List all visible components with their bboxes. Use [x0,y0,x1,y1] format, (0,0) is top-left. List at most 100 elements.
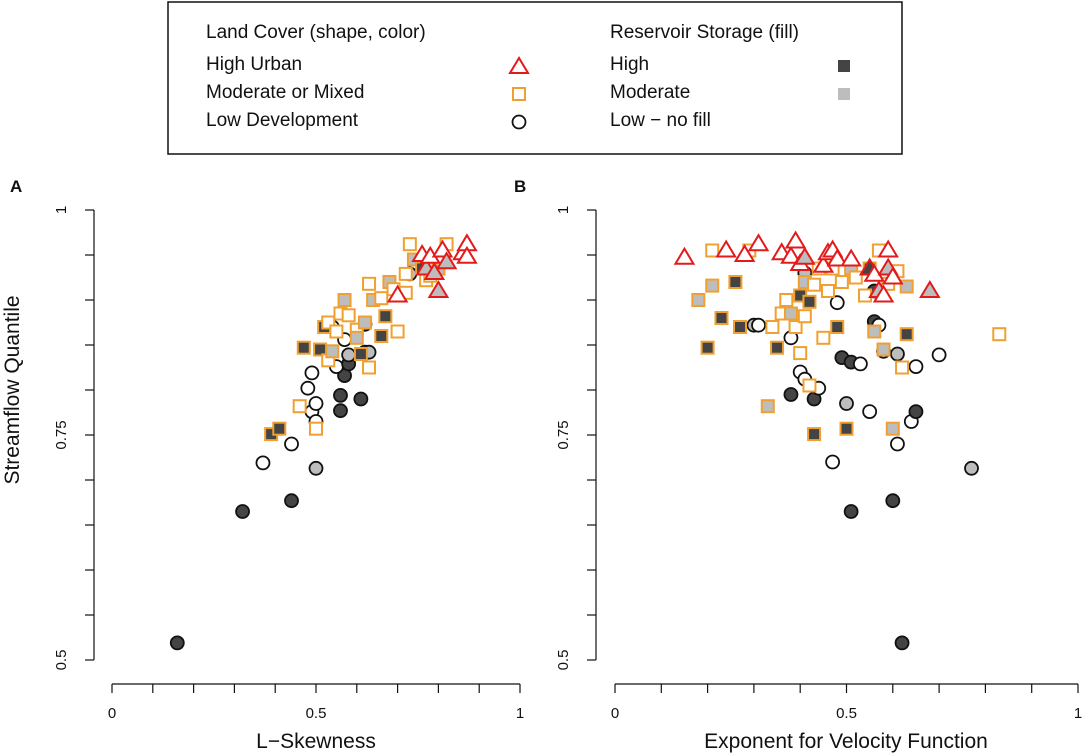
data-point-square [325,344,340,359]
data-point-square [292,399,307,414]
data-point-square [885,421,900,436]
data-point-circle [341,347,357,363]
panel-a-x-ticks: 0 0.5 1 [108,684,524,722]
data-point-circle [304,365,320,381]
data-point-square [839,421,854,436]
data-point-circle [843,504,859,519]
y-tick-label: 0.5 [53,650,70,671]
data-point-triangle [747,233,770,252]
data-point-circle [890,346,905,362]
data-point-square [834,275,849,289]
data-point-square [899,327,914,342]
data-point-triangle [456,245,478,264]
x-tick-label: 0 [611,705,619,722]
data-point-circle [284,493,299,509]
data-point-triangle [435,251,458,270]
data-point-triangle [872,284,895,303]
data-point-square [802,294,817,309]
legend-reservoir-title: Reservoir Storage (fill) [610,22,799,43]
data-point-circle [284,436,299,452]
data-point-square [398,266,413,281]
data-point-circle [908,404,924,420]
data-point-square [349,330,364,345]
data-point-circle [353,391,369,407]
data-point-square [337,293,352,307]
data-point-square [807,277,822,292]
y-tick-label: 1 [555,206,572,214]
legend-label-moderate: Moderate [610,82,690,103]
legend-triangle-icon [508,56,530,74]
data-point-circle [890,436,905,452]
y-tick-label: 0.75 [555,420,572,449]
data-point-triangle [423,262,446,280]
x-tick-label: 0 [108,705,116,722]
x-tick-label: 0.5 [306,705,327,722]
data-point-circle [333,403,348,419]
x-tick-label: 1 [1074,705,1082,722]
data-point-square [705,243,720,258]
data-point-circle [308,460,324,476]
data-point-circle [255,455,271,471]
data-point-circle [964,460,979,476]
panel-b-x-ticks: 0 0.5 1 [611,684,1082,722]
data-point-square [793,346,808,361]
y-tick-label: 0.5 [555,650,572,671]
data-point-square [341,308,356,323]
legend-circle-icon [511,114,527,130]
data-point-square [765,320,780,334]
panel-b-points [673,230,1007,651]
legend-label-low-development: Low Development [206,110,359,131]
data-point-circle [783,387,799,402]
legend-label-moderate-mixed: Moderate or Mixed [206,82,364,103]
data-point-square [357,315,372,330]
data-point-square [807,427,822,442]
data-point-triangle [840,248,862,267]
legend-fill-high-icon [838,60,850,72]
data-point-square [309,421,323,436]
data-point-square [362,360,377,375]
legend: Land Cover (shape, color) High Urban Mod… [167,1,903,155]
data-point-triangle [784,230,807,249]
x-tick-label: 1 [516,705,524,722]
data-point-square [797,309,812,324]
y-tick-label: 0.75 [53,420,70,449]
data-point-circle [852,356,868,372]
data-point-circle [931,347,947,363]
data-point-square [779,293,794,307]
data-point-square [895,360,910,375]
data-point-square [830,320,845,334]
panel-a-y-title: Streamflow Quantile [1,295,24,484]
data-point-square [733,320,748,334]
data-point-circle [169,635,185,651]
data-point-circle [751,317,766,333]
data-point-square [296,340,311,355]
data-point-circle [308,396,324,411]
data-point-square [390,324,405,339]
panel-a-x-title: L−Skewness [256,730,376,753]
data-point-square [788,320,803,334]
data-point-square [374,329,389,343]
data-point-square [820,284,835,298]
data-point-square [728,275,743,289]
data-point-square [329,324,344,339]
data-point-triangle [780,245,802,264]
data-point-triangle [877,239,899,258]
data-point-circle [839,396,854,411]
data-point-square [783,306,798,321]
data-point-circle [894,635,910,651]
data-point-square [714,311,729,325]
y-tick-label: 1 [53,206,70,214]
data-point-triangle [882,266,904,285]
legend-box [167,1,903,155]
data-point-triangle [715,239,737,258]
legend-fill-moderate-icon [838,88,850,100]
legend-label-high: High [610,54,649,75]
panel-b: B 0 0.5 1 0.50.751 Exponent for Velocity F… [514,177,1082,753]
data-point-square [848,270,863,285]
data-point-triangle [794,246,816,265]
data-point-circle [829,295,845,311]
data-point-square [362,276,377,291]
data-point-square [899,279,914,294]
data-point-circle [235,504,250,519]
